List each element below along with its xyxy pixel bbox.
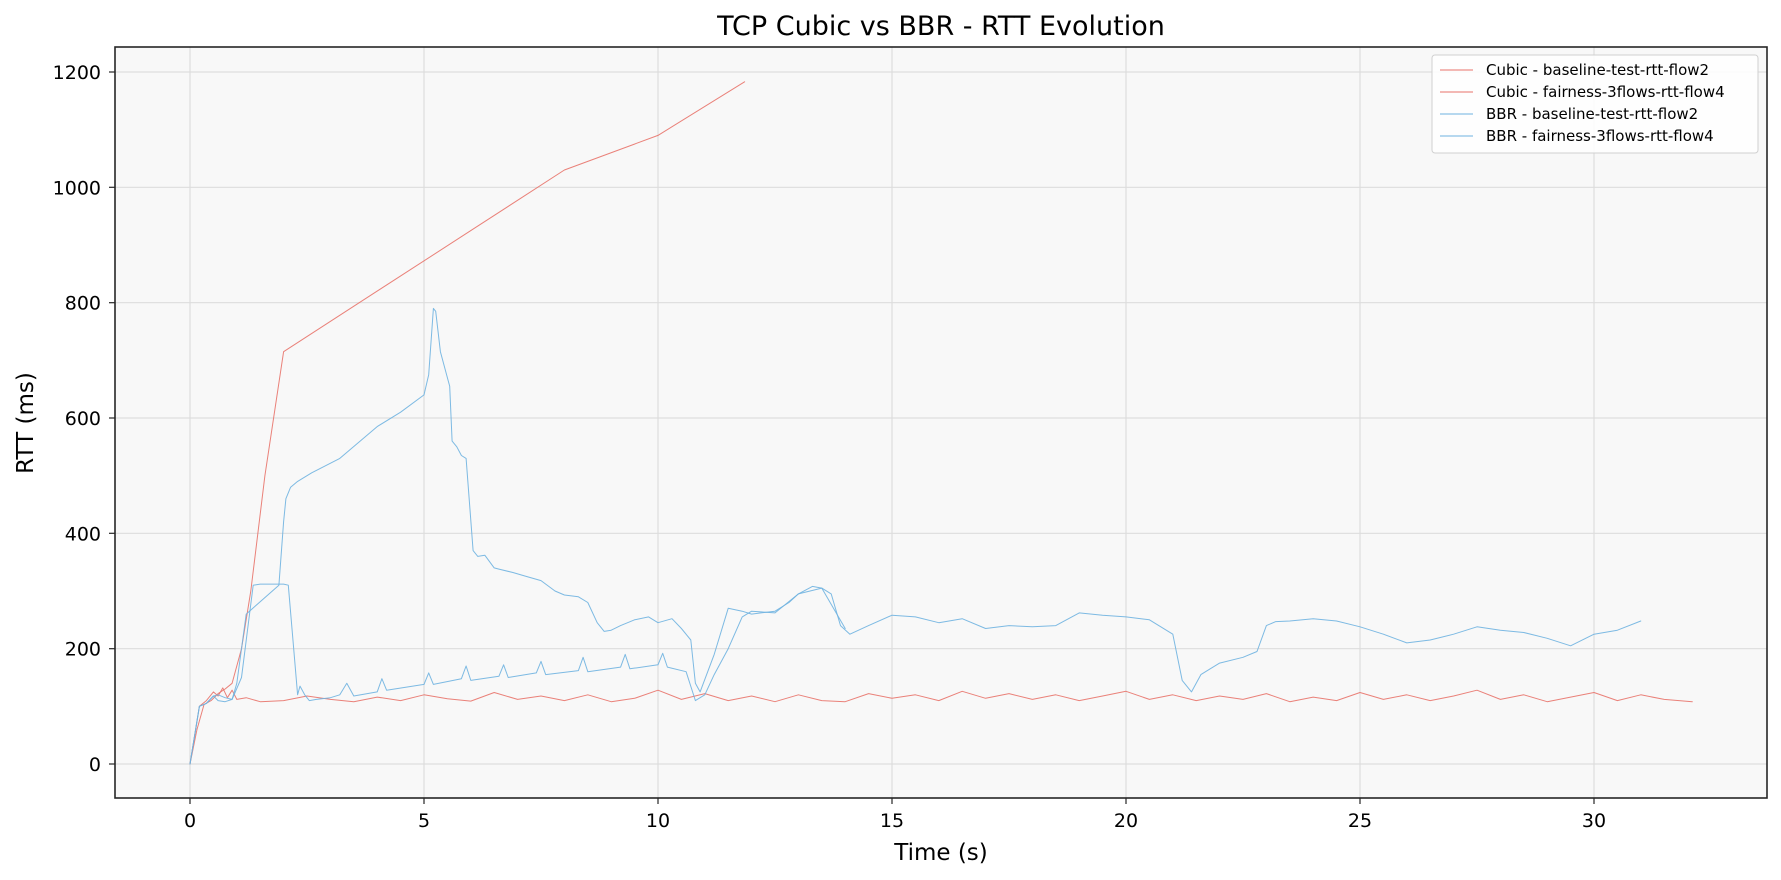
series-line-3 — [189, 583, 846, 765]
x-tick: 15 — [880, 798, 904, 832]
x-tick: 10 — [646, 798, 670, 832]
series-lines — [189, 81, 1693, 765]
y-tick-label: 1000 — [53, 177, 101, 199]
y-tick: 0 — [89, 754, 115, 776]
y-tick-label: 600 — [65, 408, 101, 430]
legend-label: Cubic - fairness-3flows-rtt-flow4 — [1486, 83, 1725, 101]
legend: Cubic - baseline-test-rtt-flow2 Cubic - … — [1431, 54, 1759, 154]
series-line-1 — [189, 687, 1693, 765]
y-tick-label: 400 — [65, 523, 101, 545]
y-tick-label: 200 — [65, 639, 101, 661]
legend-box — [1431, 54, 1759, 154]
x-tick-label: 30 — [1582, 810, 1606, 832]
y-tick: 200 — [65, 639, 115, 661]
x-tick-label: 15 — [880, 810, 904, 832]
y-tick: 800 — [65, 293, 115, 315]
y-axis-label: RTT (ms) — [13, 372, 39, 474]
y-tick: 400 — [65, 523, 115, 545]
legend-label: BBR - baseline-test-rtt-flow2 — [1486, 105, 1698, 123]
legend-item-bbr-fairness: BBR - fairness-3flows-rtt-flow4 — [1440, 127, 1714, 145]
x-tick: 20 — [1114, 798, 1138, 832]
chart-title: TCP Cubic vs BBR - RTT Evolution — [716, 11, 1165, 42]
x-tick-label: 20 — [1114, 810, 1138, 832]
x-tick-label: 5 — [418, 810, 430, 832]
y-tick-label: 1200 — [53, 62, 101, 84]
x-tick-label: 10 — [646, 810, 670, 832]
plot-area — [115, 47, 1767, 798]
y-tick: 1200 — [53, 62, 115, 84]
x-tick: 5 — [418, 798, 430, 832]
y-tick: 1000 — [53, 177, 115, 199]
legend-item-cubic-fairness: Cubic - fairness-3flows-rtt-flow4 — [1440, 83, 1725, 101]
legend-label: Cubic - baseline-test-rtt-flow2 — [1486, 61, 1709, 79]
y-tick-label: 0 — [89, 754, 101, 776]
y-tick: 600 — [65, 408, 115, 430]
axes-frame — [114, 46, 1768, 799]
x-axis-label: Time (s) — [893, 840, 988, 866]
x-tick-label: 0 — [184, 810, 196, 832]
y-tick-label: 800 — [65, 293, 101, 315]
x-tick-label: 25 — [1348, 810, 1372, 832]
x-axis-ticks: 0 5 10 15 20 25 30 — [184, 798, 1606, 832]
legend-item-bbr-baseline: BBR - baseline-test-rtt-flow2 — [1440, 105, 1698, 123]
series-line-2 — [189, 307, 1642, 765]
x-tick: 0 — [184, 798, 196, 832]
legend-label: BBR - fairness-3flows-rtt-flow4 — [1486, 127, 1714, 145]
legend-item-cubic-baseline: Cubic - baseline-test-rtt-flow2 — [1440, 61, 1709, 79]
y-axis-ticks: 0 200 400 600 800 1000 1200 — [53, 62, 115, 776]
vertical-gridlines — [189, 47, 1595, 798]
x-tick: 25 — [1348, 798, 1372, 832]
x-tick: 30 — [1582, 798, 1606, 832]
